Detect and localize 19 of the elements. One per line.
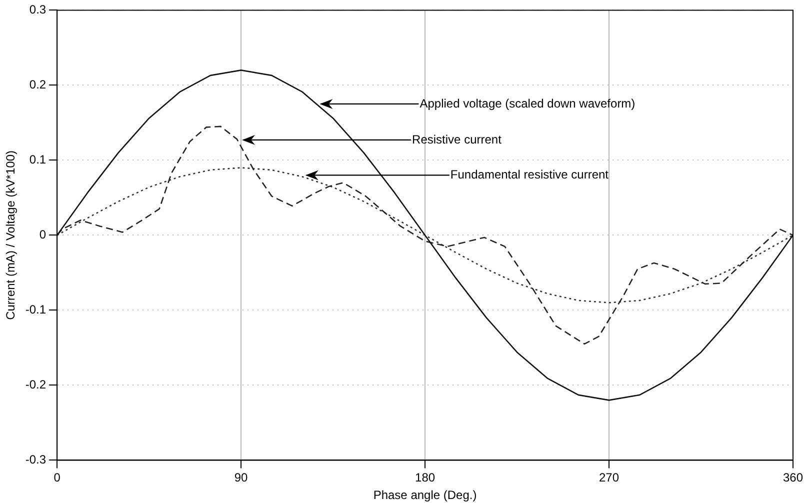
x-tick-label: 90 — [234, 470, 248, 485]
y-tick-label: -0.1 — [25, 302, 46, 317]
x-tick-label: 270 — [598, 470, 620, 485]
y-tick-label: 0.2 — [29, 78, 46, 92]
x-tick-label: 180 — [415, 470, 436, 485]
x-axis-title: Phase angle (Deg.) — [373, 488, 477, 502]
y-axis-title: Current (mA) / Voltage (kV*100) — [4, 150, 18, 320]
y-tick-label: 0.3 — [29, 2, 46, 17]
annotation: Resistive current — [412, 132, 502, 146]
annotation: Fundamental resistive current — [450, 168, 610, 182]
y-tick-label: 0 — [39, 228, 46, 242]
line-series — [57, 167, 793, 304]
y-tick-label: 0.1 — [29, 152, 46, 167]
line-series — [57, 126, 793, 345]
x-tick-label: 360 — [782, 470, 804, 485]
y-tick-label: -0.3 — [25, 452, 46, 467]
y-tick-label: -0.2 — [25, 378, 46, 392]
x-tick-label: 0 — [54, 470, 61, 485]
annotation: Applied voltage (scaled down waveform) — [420, 96, 636, 110]
